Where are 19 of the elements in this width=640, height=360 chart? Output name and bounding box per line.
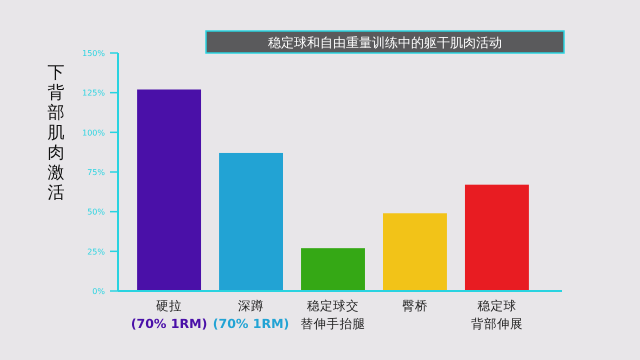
- y-tick-label: 75%: [87, 168, 106, 177]
- y-tick-label: 0%: [92, 287, 106, 296]
- x-tick-label: 臀桥: [402, 298, 428, 313]
- y-tick-label: 100%: [82, 128, 106, 138]
- bar: [383, 213, 447, 291]
- y-axis-title: 下背部肌肉激活: [48, 63, 64, 203]
- y-tick-label: 50%: [87, 208, 106, 217]
- y-tick-label: 25%: [87, 247, 106, 256]
- x-tick-label: 稳定球背部伸展: [470, 298, 523, 331]
- bar: [301, 248, 365, 291]
- x-tick-label: 稳定球交替伸手抬腿: [300, 298, 366, 331]
- x-tick-label: 硬拉 (70% 1RM): [130, 298, 208, 331]
- y-tick-label: 125%: [82, 88, 106, 98]
- bar: [137, 89, 202, 291]
- x-tick-label: 深蹲 (70% 1RM): [212, 298, 290, 331]
- y-tick-label: 150%: [82, 49, 106, 58]
- bar: [219, 152, 283, 291]
- bar: [464, 184, 529, 291]
- chart-title: 稳定球和自由重量训练中的躯干肌肉活动: [268, 36, 502, 51]
